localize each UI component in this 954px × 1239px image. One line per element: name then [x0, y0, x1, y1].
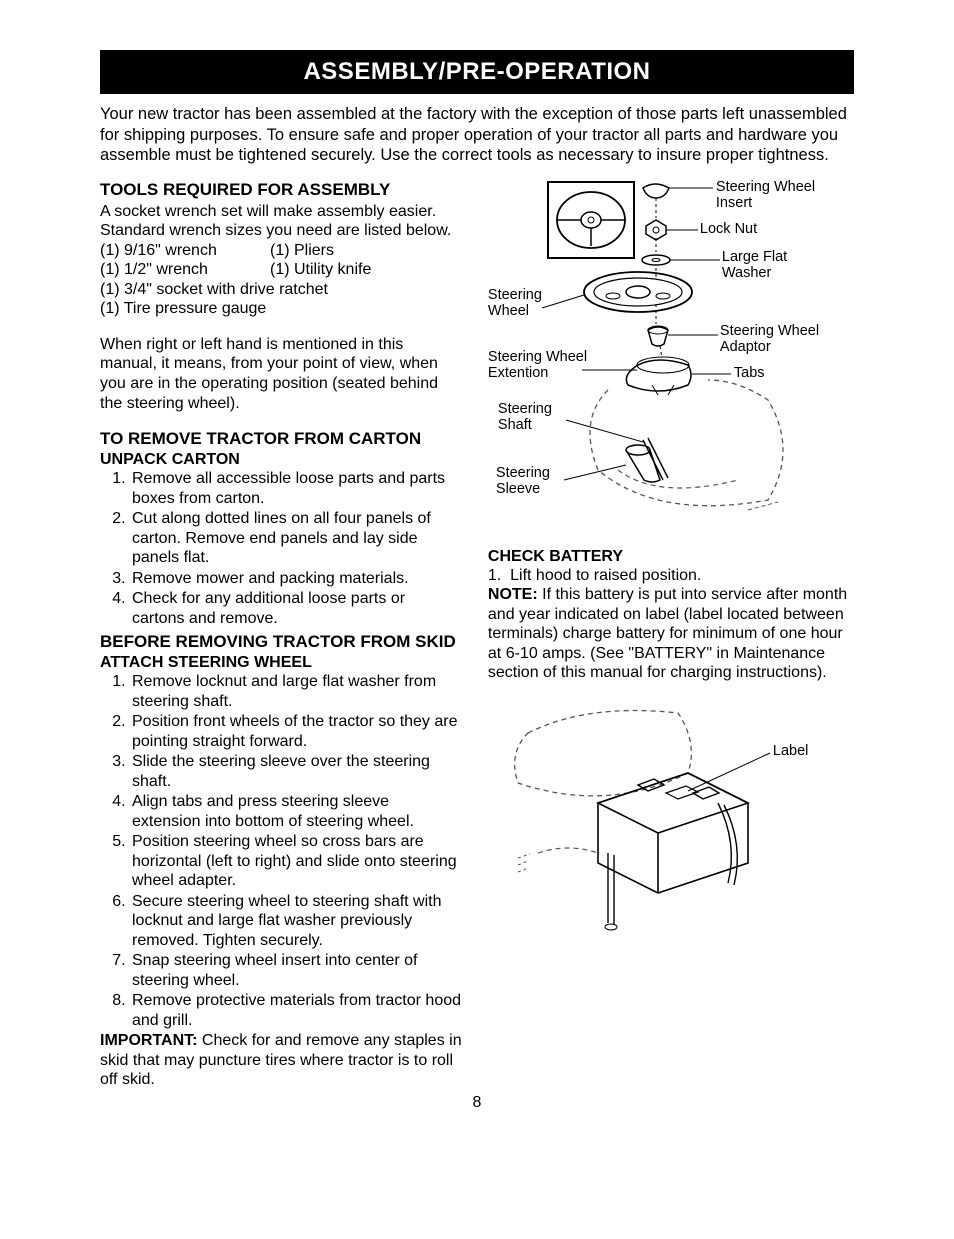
check-battery-heading: CHECK BATTERY	[488, 548, 857, 566]
important-label: IMPORTANT:	[100, 1032, 197, 1049]
label-tabs: Tabs	[734, 366, 765, 382]
battery-figure: Label	[488, 693, 857, 953]
tool-item: (1) 3/4" socket with drive ratchet	[100, 280, 462, 300]
label-wheel: Steering Wheel	[488, 288, 558, 320]
list-item: Remove locknut and large flat washer fro…	[130, 672, 462, 711]
manual-page: ASSEMBLY/PRE-OPERATION Your new tractor …	[0, 0, 954, 1142]
list-item: Align tabs and press steering sleeve ext…	[130, 792, 462, 831]
label-insert: Steering Wheel Insert	[716, 180, 826, 212]
label-locknut: Lock Nut	[700, 222, 757, 238]
attach-steps: Remove locknut and large flat washer fro…	[100, 672, 462, 1030]
list-item: Position front wheels of the tractor so …	[130, 712, 462, 751]
unpack-steps: Remove all accessible loose parts and pa…	[100, 469, 462, 628]
attach-heading: ATTACH STEERING WHEEL	[100, 654, 462, 672]
label-washer: Large Flat Washer	[722, 250, 812, 282]
tool-item: (1) Tire pressure gauge	[100, 299, 462, 319]
steering-assembly-figure: Steering Wheel Insert Lock Nut Large Fla…	[488, 180, 857, 540]
list-item: Remove all accessible loose parts and pa…	[130, 469, 462, 508]
list-item: Remove protective materials from tractor…	[130, 991, 462, 1030]
tool-item: (1) Pliers	[270, 241, 334, 261]
label-shaft: Steering Shaft	[498, 402, 568, 434]
tool-item: (1) 9/16" wrench	[100, 241, 270, 261]
list-item: Snap steering wheel insert into center o…	[130, 951, 462, 990]
note-label: NOTE:	[488, 586, 538, 603]
remove-heading: TO REMOVE TRACTOR FROM CARTON	[100, 429, 462, 449]
label-sleeve: Steering Sleeve	[496, 466, 566, 498]
intro-paragraph: Your new tractor has been assembled at t…	[100, 104, 854, 166]
list-item: Cut along dotted lines on all four panel…	[130, 509, 462, 568]
two-column-layout: TOOLS REQUIRED FOR ASSEMBLY A socket wre…	[100, 180, 854, 1090]
label-battery-label: Label	[773, 743, 808, 759]
list-item: Secure steering wheel to steering shaft …	[130, 892, 462, 951]
check-battery-step: 1. Lift hood to raised position.	[488, 566, 857, 586]
page-number: 8	[100, 1094, 854, 1112]
list-item: Slide the steering sleeve over the steer…	[130, 752, 462, 791]
list-item: Check for any additional loose parts or …	[130, 589, 462, 628]
tool-item: (1) Utility knife	[270, 260, 371, 280]
orientation-note: When right or left hand is mentioned in …	[100, 335, 462, 413]
right-column: Steering Wheel Insert Lock Nut Large Fla…	[488, 180, 857, 1090]
label-extention: Steering Wheel Extention	[488, 350, 618, 382]
note-text: If this battery is put into service afte…	[488, 586, 847, 681]
before-heading: BEFORE REMOVING TRACTOR FROM SKID	[100, 632, 462, 652]
tool-item: (1) 1/2" wrench	[100, 260, 270, 280]
list-item: Position steering wheel so cross bars ar…	[130, 832, 462, 891]
important-note: IMPORTANT: Check for and remove any stap…	[100, 1031, 462, 1090]
label-adaptor: Steering Wheel Adaptor	[720, 324, 830, 356]
tools-heading: TOOLS REQUIRED FOR ASSEMBLY	[100, 180, 462, 200]
unpack-heading: UNPACK CARTON	[100, 451, 462, 469]
list-item: Remove mower and packing materials.	[130, 569, 462, 589]
battery-note: NOTE: If this battery is put into servic…	[488, 585, 857, 683]
left-column: TOOLS REQUIRED FOR ASSEMBLY A socket wre…	[100, 180, 462, 1090]
tools-list: (1) 9/16" wrench (1) Pliers (1) 1/2" wre…	[100, 241, 462, 319]
section-banner: ASSEMBLY/PRE-OPERATION	[100, 50, 854, 94]
tools-intro: A socket wrench set will make assembly e…	[100, 202, 462, 241]
